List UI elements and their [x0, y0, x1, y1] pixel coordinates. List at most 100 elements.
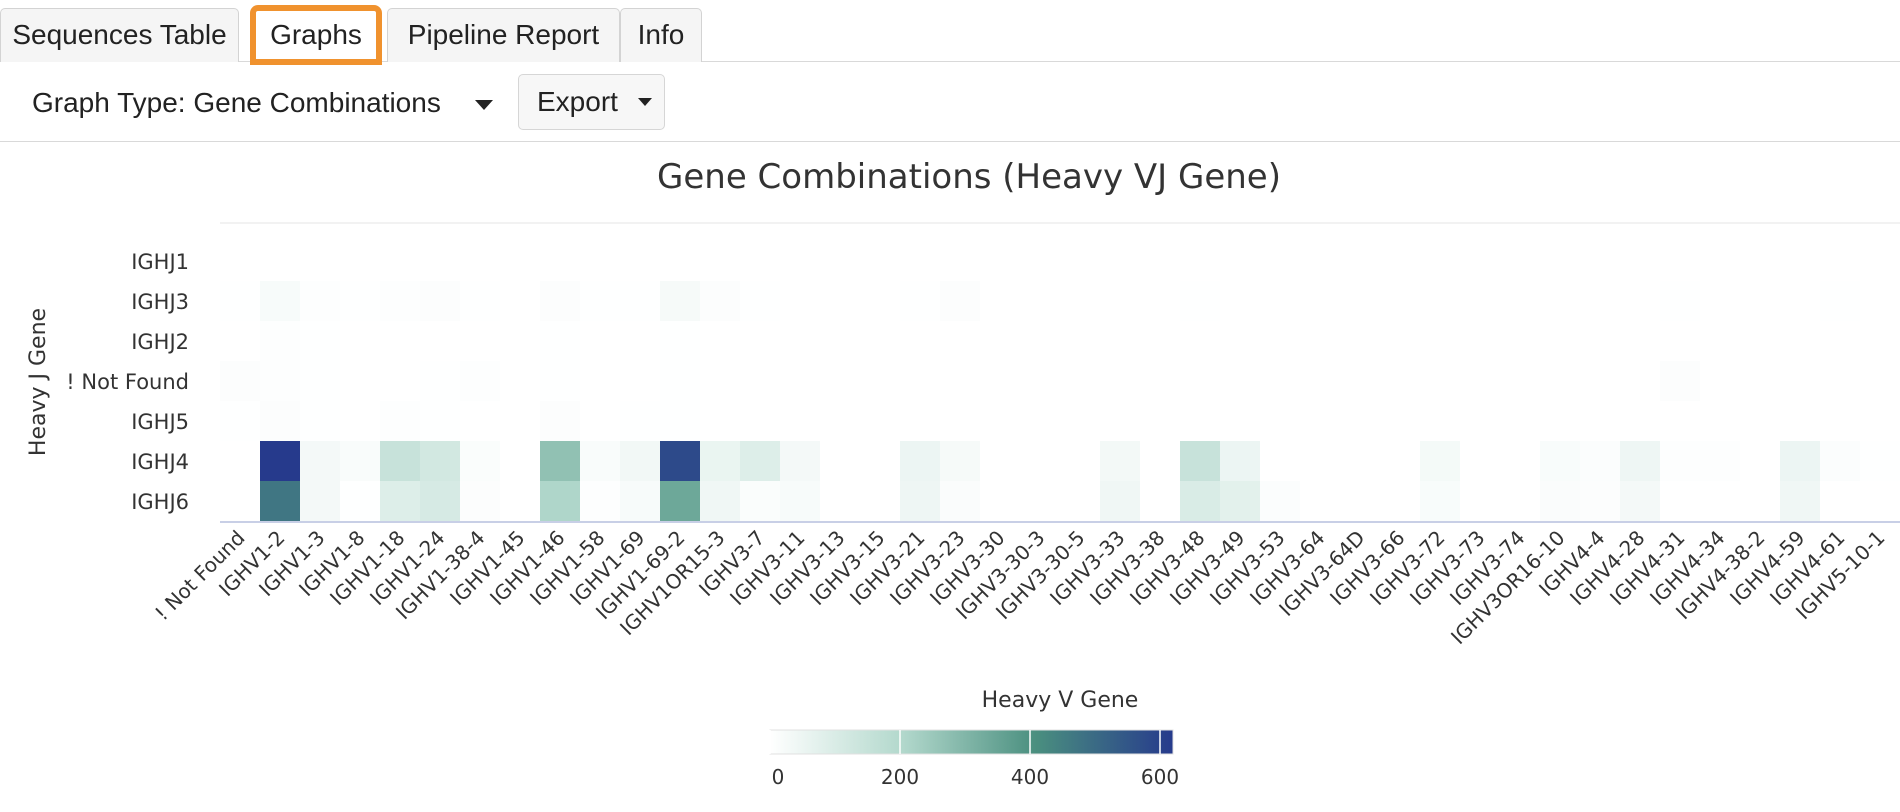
- heatmap-cell[interactable]: [1780, 241, 1820, 281]
- heatmap-cell[interactable]: [820, 321, 860, 361]
- heatmap-cell[interactable]: [580, 361, 620, 401]
- heatmap-cell[interactable]: [1820, 321, 1860, 361]
- heatmap-cell[interactable]: [1740, 281, 1780, 321]
- heatmap-cell[interactable]: [700, 241, 740, 281]
- heatmap-cell[interactable]: [380, 441, 420, 481]
- tab-info[interactable]: Info: [620, 8, 702, 62]
- heatmap-cell[interactable]: [1500, 321, 1540, 361]
- heatmap-cell[interactable]: [620, 281, 660, 321]
- heatmap-cell[interactable]: [1860, 441, 1900, 481]
- heatmap-cell[interactable]: [1580, 481, 1620, 521]
- heatmap-cell[interactable]: [1260, 481, 1300, 521]
- heatmap-cell[interactable]: [1620, 281, 1660, 321]
- heatmap-cell[interactable]: [380, 281, 420, 321]
- heatmap-cell[interactable]: [220, 281, 260, 321]
- heatmap-cell[interactable]: [1740, 321, 1780, 361]
- heatmap-cell[interactable]: [1380, 361, 1420, 401]
- heatmap-cell[interactable]: [580, 441, 620, 481]
- heatmap-cell[interactable]: [500, 321, 540, 361]
- heatmap-cell[interactable]: [220, 401, 260, 441]
- heatmap-cell[interactable]: [1460, 321, 1500, 361]
- heatmap-cell[interactable]: [380, 401, 420, 441]
- heatmap-cell[interactable]: [820, 401, 860, 441]
- heatmap-cell[interactable]: [980, 441, 1020, 481]
- heatmap-cell[interactable]: [820, 281, 860, 321]
- heatmap-cell[interactable]: [220, 441, 260, 481]
- heatmap-cell[interactable]: [700, 401, 740, 441]
- heatmap-cell[interactable]: [380, 481, 420, 521]
- heatmap-cell[interactable]: [1820, 441, 1860, 481]
- heatmap-cell[interactable]: [1140, 441, 1180, 481]
- heatmap-cell[interactable]: [500, 481, 540, 521]
- heatmap-cell[interactable]: [1420, 321, 1460, 361]
- heatmap-cell[interactable]: [500, 441, 540, 481]
- heatmap-cell[interactable]: [820, 441, 860, 481]
- tab-sequences-table[interactable]: Sequences Table: [0, 8, 239, 62]
- heatmap-cell[interactable]: [1340, 361, 1380, 401]
- heatmap-cell[interactable]: [660, 441, 700, 481]
- heatmap-cell[interactable]: [580, 481, 620, 521]
- heatmap-cell[interactable]: [300, 361, 340, 401]
- heatmap-cell[interactable]: [1260, 441, 1300, 481]
- heatmap-cell[interactable]: [1620, 441, 1660, 481]
- heatmap-cell[interactable]: [740, 281, 780, 321]
- heatmap-cell[interactable]: [1700, 441, 1740, 481]
- heatmap-cell[interactable]: [780, 361, 820, 401]
- heatmap-cell[interactable]: [1700, 241, 1740, 281]
- heatmap-cell[interactable]: [420, 441, 460, 481]
- heatmap-cell[interactable]: [1220, 441, 1260, 481]
- heatmap-cell[interactable]: [220, 361, 260, 401]
- heatmap-cell[interactable]: [1620, 321, 1660, 361]
- heatmap-cell[interactable]: [860, 401, 900, 441]
- heatmap-cell[interactable]: [540, 441, 580, 481]
- heatmap-cell[interactable]: [1660, 321, 1700, 361]
- graph-type-dropdown[interactable]: Graph Type: Gene Combinations: [32, 84, 493, 122]
- heatmap-cell[interactable]: [1860, 401, 1900, 441]
- heatmap-cell[interactable]: [1340, 441, 1380, 481]
- heatmap-cell[interactable]: [740, 241, 780, 281]
- heatmap-cell[interactable]: [300, 441, 340, 481]
- heatmap-cell[interactable]: [1260, 241, 1300, 281]
- heatmap-cell[interactable]: [260, 361, 300, 401]
- heatmap-cell[interactable]: [500, 401, 540, 441]
- heatmap-cell[interactable]: [1620, 241, 1660, 281]
- heatmap-cell[interactable]: [460, 281, 500, 321]
- heatmap-cell[interactable]: [860, 361, 900, 401]
- heatmap-cell[interactable]: [900, 321, 940, 361]
- heatmap-cell[interactable]: [1060, 441, 1100, 481]
- heatmap-cell[interactable]: [1420, 241, 1460, 281]
- heatmap-cell[interactable]: [1300, 441, 1340, 481]
- heatmap-cell[interactable]: [740, 361, 780, 401]
- heatmap-cell[interactable]: [580, 321, 620, 361]
- heatmap-cell[interactable]: [860, 481, 900, 521]
- heatmap-cell[interactable]: [1540, 361, 1580, 401]
- heatmap-cell[interactable]: [860, 281, 900, 321]
- heatmap-cell[interactable]: [300, 481, 340, 521]
- heatmap-cell[interactable]: [1740, 401, 1780, 441]
- heatmap-cell[interactable]: [420, 361, 460, 401]
- heatmap-cell[interactable]: [1060, 281, 1100, 321]
- heatmap-cell[interactable]: [860, 241, 900, 281]
- heatmap-cell[interactable]: [1860, 281, 1900, 321]
- heatmap-cell[interactable]: [580, 241, 620, 281]
- heatmap-cell[interactable]: [1780, 401, 1820, 441]
- heatmap-cell[interactable]: [1820, 281, 1860, 321]
- heatmap-cell[interactable]: [1460, 481, 1500, 521]
- heatmap-cell[interactable]: [1420, 441, 1460, 481]
- heatmap-cell[interactable]: [1020, 361, 1060, 401]
- heatmap-cell[interactable]: [1500, 401, 1540, 441]
- heatmap-cell[interactable]: [1420, 281, 1460, 321]
- heatmap-cell[interactable]: [1020, 401, 1060, 441]
- heatmap-cell[interactable]: [580, 401, 620, 441]
- heatmap-cell[interactable]: [660, 281, 700, 321]
- heatmap-cell[interactable]: [500, 361, 540, 401]
- heatmap-cell[interactable]: [1020, 281, 1060, 321]
- heatmap-cell[interactable]: [620, 401, 660, 441]
- heatmap-cell[interactable]: [1100, 281, 1140, 321]
- heatmap-cell[interactable]: [1660, 481, 1700, 521]
- heatmap-cell[interactable]: [820, 361, 860, 401]
- heatmap-cell[interactable]: [1580, 361, 1620, 401]
- heatmap-cell[interactable]: [900, 241, 940, 281]
- heatmap-cell[interactable]: [1620, 401, 1660, 441]
- heatmap-cell[interactable]: [540, 481, 580, 521]
